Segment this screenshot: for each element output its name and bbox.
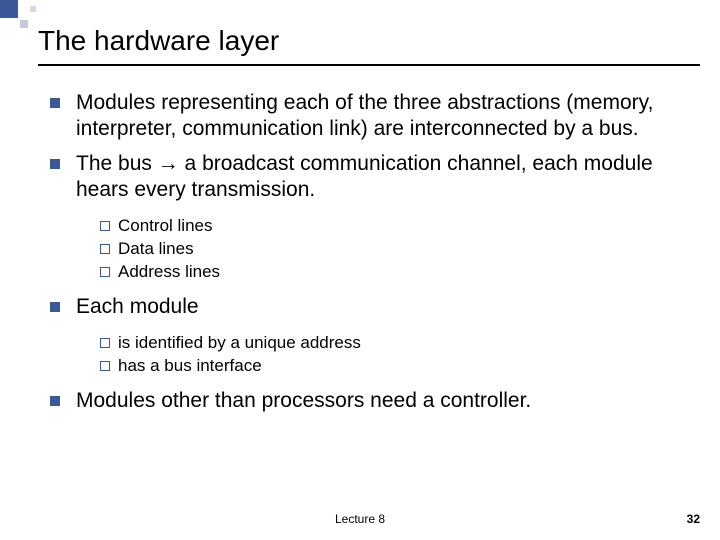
bullet-text: Modules other than processors need a con… xyxy=(76,389,531,412)
sub-bullet-item: Control lines xyxy=(76,215,680,238)
bullet-list-level2: Control lines Data lines Address lines xyxy=(76,215,680,284)
sub-bullet-item: Address lines xyxy=(76,261,680,284)
bullet-list-level2: is identified by a unique address has a … xyxy=(76,332,680,378)
bullet-item-1: Modules representing each of the three a… xyxy=(46,90,680,143)
page-number: 32 xyxy=(687,512,700,526)
slide-title: The hardware layer xyxy=(38,24,700,58)
bullet-item-4: Modules other than processors need a con… xyxy=(46,388,680,414)
arrow-icon: → xyxy=(158,152,179,175)
corner-square-small-2 xyxy=(30,6,36,12)
bullet-text: Each module xyxy=(76,295,199,318)
sub-bullet-item: is identified by a unique address xyxy=(76,332,680,355)
bullet-item-3: Each module is identified by a unique ad… xyxy=(46,294,680,378)
sub-bullet-text: Address lines xyxy=(118,262,220,281)
title-area: The hardware layer xyxy=(38,24,700,66)
sub-bullet-text: is identified by a unique address xyxy=(118,333,361,352)
bullet-text: Modules representing each of the three a… xyxy=(76,91,653,140)
sub-bullet-item: has a bus interface xyxy=(76,355,680,378)
corner-square-small-1 xyxy=(20,20,28,28)
slide-content: Modules representing each of the three a… xyxy=(46,90,680,422)
sub-bullet-text: has a bus interface xyxy=(118,356,262,375)
title-underline xyxy=(38,64,700,66)
footer-text: Lecture 8 xyxy=(0,512,720,526)
sub-bullet-text: Data lines xyxy=(118,239,194,258)
sub-bullet-text: Control lines xyxy=(118,216,213,235)
bullet-list-level1: Modules representing each of the three a… xyxy=(46,90,680,414)
corner-square-large xyxy=(0,0,18,18)
sub-bullet-item: Data lines xyxy=(76,238,680,261)
bullet-item-2: The bus → a broadcast communication chan… xyxy=(46,151,680,284)
bullet-text-pre: The bus xyxy=(76,152,158,175)
